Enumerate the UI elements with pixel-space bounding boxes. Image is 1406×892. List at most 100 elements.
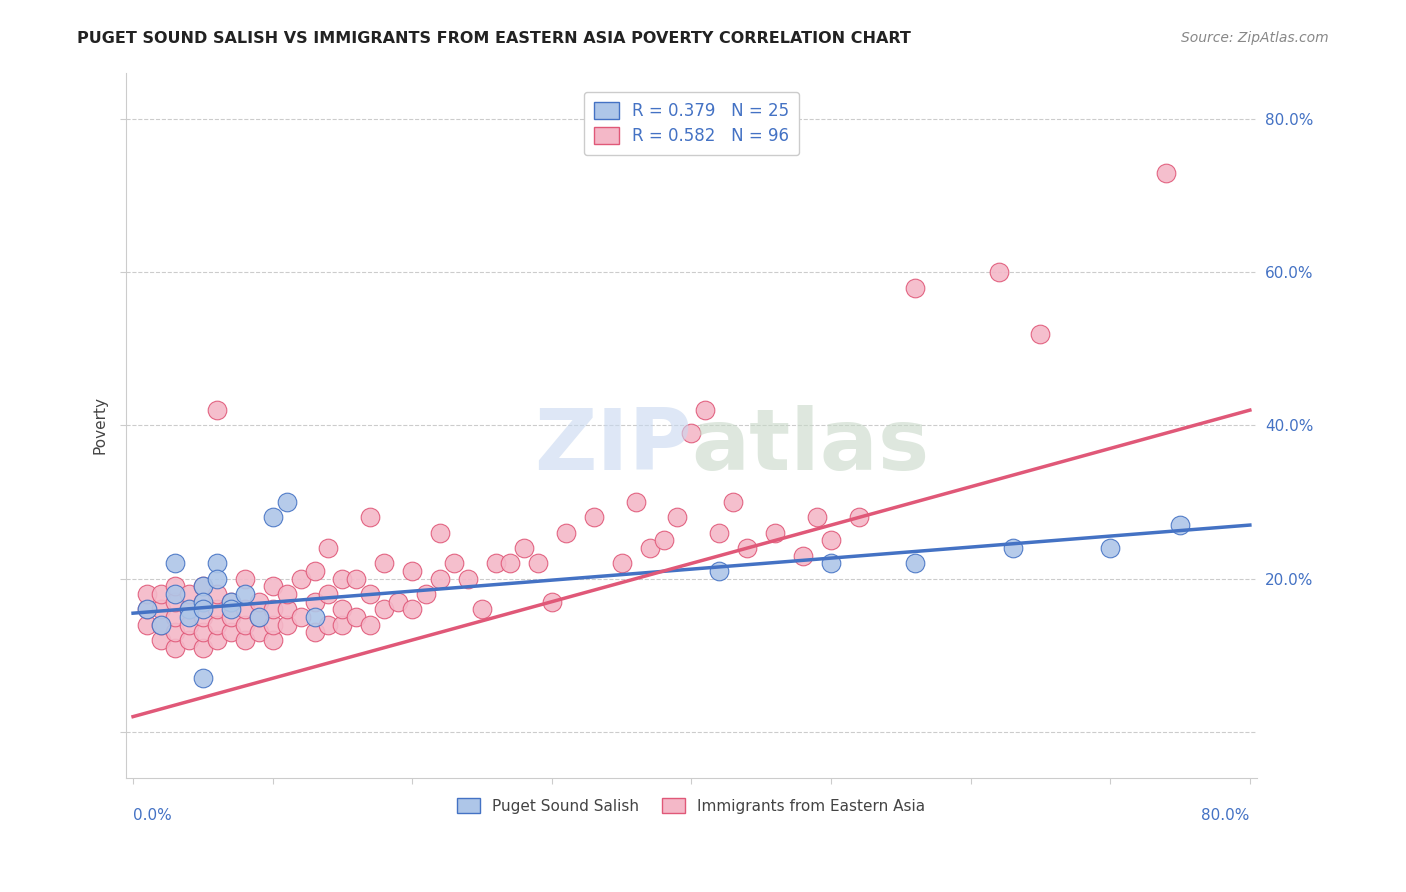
Point <box>205 403 228 417</box>
Point <box>247 595 270 609</box>
Point <box>205 617 228 632</box>
Point <box>652 533 675 548</box>
Point <box>792 549 814 563</box>
Point <box>1154 165 1177 179</box>
Point <box>163 640 186 655</box>
Point <box>149 617 172 632</box>
Point <box>304 610 326 624</box>
Point <box>177 602 200 616</box>
Point <box>304 625 326 640</box>
Point <box>610 557 633 571</box>
Text: ZIP: ZIP <box>534 405 692 488</box>
Point <box>318 617 340 632</box>
Point <box>205 632 228 647</box>
Point <box>163 625 186 640</box>
Point <box>290 610 312 624</box>
Y-axis label: Poverty: Poverty <box>93 396 107 454</box>
Point <box>163 579 186 593</box>
Point <box>820 557 842 571</box>
Point <box>163 587 186 601</box>
Text: 80.0%: 80.0% <box>1202 808 1250 823</box>
Point <box>987 265 1010 279</box>
Point <box>763 525 786 540</box>
Point <box>177 610 200 624</box>
Point <box>177 602 200 616</box>
Point <box>262 579 284 593</box>
Point <box>163 610 186 624</box>
Point <box>233 587 256 601</box>
Point <box>163 557 186 571</box>
Point <box>806 510 828 524</box>
Point <box>262 602 284 616</box>
Point <box>205 572 228 586</box>
Point <box>276 495 298 509</box>
Point <box>136 617 159 632</box>
Point <box>429 572 451 586</box>
Legend: Puget Sound Salish, Immigrants from Eastern Asia: Puget Sound Salish, Immigrants from East… <box>451 791 932 820</box>
Point <box>191 625 214 640</box>
Point <box>136 602 159 616</box>
Point <box>191 610 214 624</box>
Point <box>332 602 354 616</box>
Point <box>344 572 367 586</box>
Point <box>290 572 312 586</box>
Point <box>359 587 381 601</box>
Point <box>332 617 354 632</box>
Point <box>205 557 228 571</box>
Text: atlas: atlas <box>692 405 929 488</box>
Point <box>401 602 423 616</box>
Point <box>681 426 703 441</box>
Point <box>387 595 409 609</box>
Point <box>373 557 395 571</box>
Point <box>177 587 200 601</box>
Point <box>527 557 550 571</box>
Point <box>709 564 731 578</box>
Point <box>401 564 423 578</box>
Point <box>359 617 381 632</box>
Point <box>457 572 479 586</box>
Point <box>191 579 214 593</box>
Point <box>247 610 270 624</box>
Point <box>499 557 522 571</box>
Point <box>163 595 186 609</box>
Point <box>205 587 228 601</box>
Point <box>904 280 927 294</box>
Point <box>737 541 759 555</box>
Point <box>1168 518 1191 533</box>
Point <box>149 602 172 616</box>
Point <box>247 625 270 640</box>
Point <box>219 595 242 609</box>
Point <box>723 495 745 509</box>
Point <box>638 541 661 555</box>
Point <box>136 587 159 601</box>
Point <box>205 602 228 616</box>
Point <box>1029 326 1052 341</box>
Point <box>471 602 494 616</box>
Text: PUGET SOUND SALISH VS IMMIGRANTS FROM EASTERN ASIA POVERTY CORRELATION CHART: PUGET SOUND SALISH VS IMMIGRANTS FROM EA… <box>77 31 911 46</box>
Point <box>219 610 242 624</box>
Point <box>262 510 284 524</box>
Point <box>485 557 508 571</box>
Point <box>304 595 326 609</box>
Point <box>191 595 214 609</box>
Point <box>219 595 242 609</box>
Point <box>443 557 465 571</box>
Point <box>149 617 172 632</box>
Point <box>262 617 284 632</box>
Point <box>276 587 298 601</box>
Point <box>262 632 284 647</box>
Point <box>136 602 159 616</box>
Point <box>219 625 242 640</box>
Point <box>344 610 367 624</box>
Point <box>1001 541 1024 555</box>
Point <box>191 579 214 593</box>
Point <box>624 495 647 509</box>
Point <box>332 572 354 586</box>
Point <box>191 595 214 609</box>
Point <box>541 595 564 609</box>
Point <box>191 602 214 616</box>
Point <box>820 533 842 548</box>
Point <box>415 587 437 601</box>
Point <box>177 617 200 632</box>
Point <box>373 602 395 616</box>
